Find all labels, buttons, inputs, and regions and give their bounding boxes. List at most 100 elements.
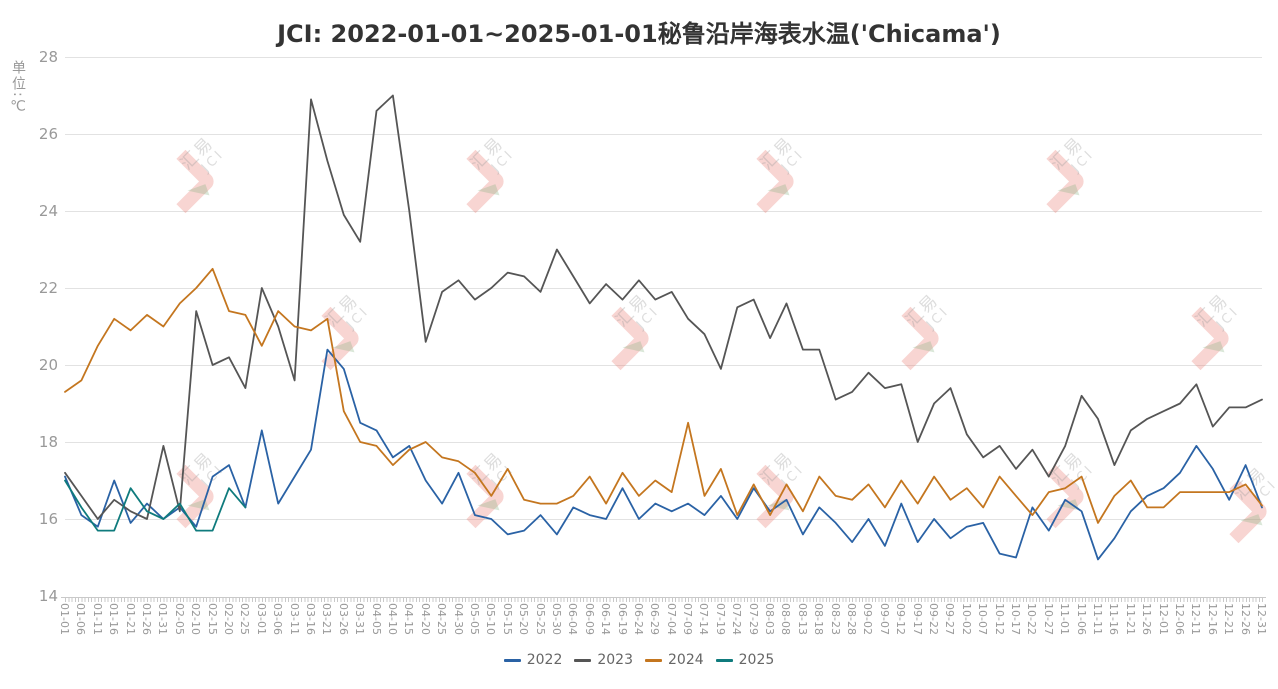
x-tick-label-04-05: 04-05 bbox=[369, 603, 383, 635]
x-tick-label-11-11: 11-11 bbox=[1091, 603, 1105, 635]
x-tick-label-01-11: 01-11 bbox=[90, 603, 104, 635]
x-tick-label-03-06: 03-06 bbox=[271, 603, 285, 635]
x-tick-label-11-06: 11-06 bbox=[1074, 603, 1088, 635]
legend-dash-icon bbox=[645, 658, 662, 662]
x-tick-label-12-11: 12-11 bbox=[1189, 603, 1203, 635]
x-tick-label-09-27: 09-27 bbox=[943, 603, 957, 635]
x-tick-label-01-16: 01-16 bbox=[107, 603, 121, 635]
x-tick-label-10-07: 10-07 bbox=[976, 603, 990, 635]
x-tick-label-04-20: 04-20 bbox=[418, 603, 432, 635]
x-tick-label-09-07: 09-07 bbox=[877, 603, 891, 635]
x-tick-label-05-15: 05-15 bbox=[500, 603, 514, 635]
x-tick-label-02-25: 02-25 bbox=[238, 603, 252, 635]
gridline-16 bbox=[65, 518, 1262, 520]
x-tick-label-05-20: 05-20 bbox=[517, 603, 531, 635]
x-tick-label-12-26: 12-26 bbox=[1238, 603, 1252, 635]
x-tick-label-12-31: 12-31 bbox=[1255, 603, 1268, 635]
x-axis-ticks bbox=[65, 598, 1264, 602]
x-tick-label-03-11: 03-11 bbox=[287, 603, 301, 635]
legend-item-2023[interactable]: 2023 bbox=[574, 652, 633, 668]
x-tick-label-07-09: 07-09 bbox=[681, 603, 695, 635]
x-tick-label-01-26: 01-26 bbox=[139, 603, 153, 635]
series-line-2025 bbox=[64, 479, 247, 532]
x-tick-label-01-01: 01-01 bbox=[58, 603, 71, 635]
legend: 2022 2023 2024 2025 bbox=[0, 652, 1278, 668]
x-tick-label-07-29: 07-29 bbox=[746, 603, 760, 635]
x-tick-label-04-25: 04-25 bbox=[435, 603, 449, 635]
x-tick-label-08-23: 08-23 bbox=[828, 603, 842, 635]
x-tick-label-02-10: 02-10 bbox=[189, 603, 203, 635]
legend-item-2025[interactable]: 2025 bbox=[715, 652, 774, 668]
x-tick-label-12-21: 12-21 bbox=[1222, 603, 1236, 635]
x-tick-label-11-16: 11-16 bbox=[1107, 603, 1121, 635]
x-tick-label-06-14: 06-14 bbox=[599, 603, 613, 635]
x-tick-label-06-09: 06-09 bbox=[582, 603, 596, 635]
x-tick-label-02-20: 02-20 bbox=[221, 603, 235, 635]
x-tick-label-03-21: 03-21 bbox=[320, 603, 334, 635]
gridline-24 bbox=[65, 210, 1262, 212]
legend-dash-icon bbox=[503, 658, 521, 662]
y-tick-label-28: 28 bbox=[38, 48, 58, 66]
chart-title: JCI: 2022-01-01~2025-01-01秘鲁沿岸海表水温('Chic… bbox=[277, 20, 1001, 48]
x-tick-label-11-21: 11-21 bbox=[1123, 603, 1137, 635]
legend-label: 2023 bbox=[597, 652, 633, 668]
y-axis-unit-label: 单位:℃ bbox=[10, 60, 26, 117]
x-tick-label-09-12: 09-12 bbox=[894, 603, 908, 635]
x-tick-label-08-28: 08-28 bbox=[845, 603, 859, 635]
x-tick-label-04-15: 04-15 bbox=[402, 603, 416, 635]
y-tick-label-16: 16 bbox=[38, 510, 58, 528]
x-tick-label-08-03: 08-03 bbox=[763, 603, 777, 635]
y-tick-label-26: 26 bbox=[38, 125, 58, 143]
gridline-26 bbox=[65, 133, 1262, 135]
gridline-20 bbox=[65, 364, 1262, 366]
gridline-18 bbox=[65, 441, 1262, 443]
series-line-2022 bbox=[64, 348, 1263, 561]
x-tick-label-05-05: 05-05 bbox=[467, 603, 481, 635]
x-tick-label-10-12: 10-12 bbox=[992, 603, 1006, 635]
x-tick-label-03-26: 03-26 bbox=[336, 603, 350, 635]
x-tick-label-06-04: 06-04 bbox=[566, 603, 580, 635]
x-tick-label-02-05: 02-05 bbox=[172, 603, 186, 635]
x-tick-label-12-16: 12-16 bbox=[1205, 603, 1219, 635]
y-tick-label-18: 18 bbox=[38, 433, 58, 451]
series-line-2024 bbox=[64, 267, 1263, 524]
x-tick-label-07-04: 07-04 bbox=[664, 603, 678, 635]
y-tick-label-20: 20 bbox=[38, 356, 58, 374]
x-tick-label-10-17: 10-17 bbox=[1009, 603, 1023, 635]
x-tick-label-08-08: 08-08 bbox=[779, 603, 793, 635]
y-tick-label-24: 24 bbox=[38, 202, 58, 220]
x-tick-label-03-16: 03-16 bbox=[303, 603, 317, 635]
x-tick-label-04-10: 04-10 bbox=[385, 603, 399, 635]
x-tick-label-05-25: 05-25 bbox=[533, 603, 547, 635]
x-tick-label-10-27: 10-27 bbox=[1041, 603, 1055, 635]
x-tick-label-05-10: 05-10 bbox=[484, 603, 498, 635]
x-tick-label-01-31: 01-31 bbox=[156, 603, 170, 635]
legend-item-2022[interactable]: 2022 bbox=[503, 652, 562, 668]
x-tick-label-05-30: 05-30 bbox=[549, 603, 563, 635]
x-tick-label-04-30: 04-30 bbox=[451, 603, 465, 635]
x-tick-label-07-19: 07-19 bbox=[713, 603, 727, 635]
x-tick-label-12-06: 12-06 bbox=[1173, 603, 1186, 635]
x-tick-label-11-01: 11-01 bbox=[1058, 603, 1072, 635]
x-tick-label-09-22: 09-22 bbox=[927, 603, 941, 635]
x-tick-label-10-22: 10-22 bbox=[1025, 603, 1039, 635]
x-tick-label-06-29: 06-29 bbox=[648, 603, 662, 635]
x-tick-label-07-24: 07-24 bbox=[730, 603, 744, 635]
x-tick-label-10-02: 10-02 bbox=[959, 603, 973, 635]
legend-label: 2024 bbox=[668, 652, 704, 668]
x-tick-label-06-24: 06-24 bbox=[631, 603, 645, 635]
y-tick-label-14: 14 bbox=[38, 587, 58, 605]
legend-item-2024[interactable]: 2024 bbox=[645, 652, 704, 668]
x-tick-label-11-26: 11-26 bbox=[1140, 603, 1154, 635]
legend-dash-icon bbox=[574, 658, 592, 662]
gridline-28 bbox=[65, 56, 1262, 58]
y-tick-label-22: 22 bbox=[38, 279, 58, 297]
x-tick-label-07-14: 07-14 bbox=[697, 603, 711, 635]
series-line-2023 bbox=[64, 94, 1263, 520]
x-tick-label-03-31: 03-31 bbox=[353, 603, 367, 635]
x-tick-label-03-01: 03-01 bbox=[254, 603, 268, 635]
x-tick-label-01-21: 01-21 bbox=[123, 603, 137, 635]
gridline-22 bbox=[65, 287, 1262, 289]
